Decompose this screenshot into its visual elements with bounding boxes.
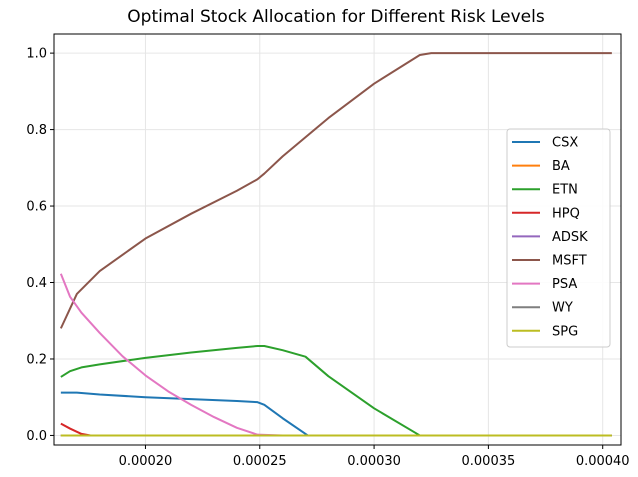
x-tick-label: 0.00035 xyxy=(462,454,516,469)
series-line-etn xyxy=(60,344,612,437)
legend-label-ba: BA xyxy=(552,159,570,174)
x-tick-label: 0.00025 xyxy=(233,454,287,469)
legend-label-spg: SPG xyxy=(552,324,578,339)
legend-label-csx: CSX xyxy=(552,136,578,151)
legend-label-msft: MSFT xyxy=(552,254,587,269)
chart-title: Optimal Stock Allocation for Different R… xyxy=(127,7,545,27)
y-tick-label: 0.4 xyxy=(26,276,47,291)
legend-label-adsk: ADSK xyxy=(552,230,588,245)
legend-label-hpq: HPQ xyxy=(552,206,580,221)
y-tick-label: 0.6 xyxy=(26,200,47,215)
series-lines xyxy=(59,52,612,437)
x-tick-label: 0.00020 xyxy=(119,454,173,469)
x-tick-label: 0.00040 xyxy=(576,454,630,469)
legend-label-psa: PSA xyxy=(552,277,577,292)
y-tick-label: 0.8 xyxy=(26,123,47,138)
x-tick-label: 0.00030 xyxy=(347,454,401,469)
series-line-msft xyxy=(59,52,612,329)
legend-label-etn: ETN xyxy=(552,183,578,198)
x-axis-ticks: 0.00020 0.00025 0.00030 0.00035 0.00040 xyxy=(119,445,630,469)
legend-label-wy: WY xyxy=(552,301,573,316)
y-tick-label: 1.0 xyxy=(26,47,47,62)
legend-box xyxy=(506,128,611,348)
y-tick-label: 0.0 xyxy=(26,429,47,444)
y-tick-label: 0.2 xyxy=(26,352,47,367)
legend: CSX BA ETN HPQ ADSK MSFT PSA WY SPG xyxy=(506,128,611,348)
axes-frame xyxy=(53,33,622,446)
y-axis-ticks: 0.0 0.2 0.4 0.6 0.8 1.0 xyxy=(26,47,54,444)
